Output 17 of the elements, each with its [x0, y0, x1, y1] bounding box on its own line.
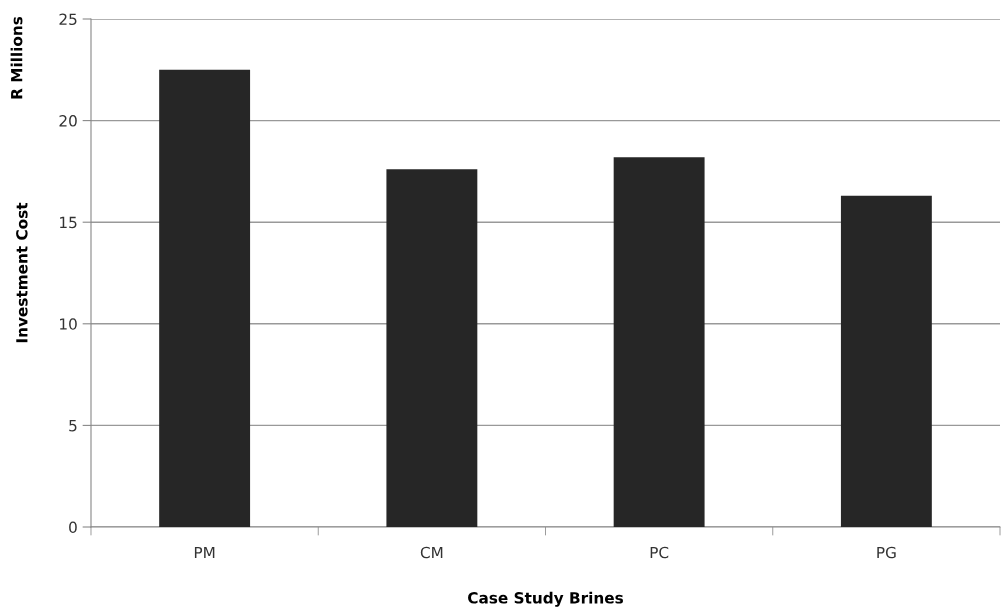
y-tick-label: 5	[69, 420, 77, 432]
x-axis-title: Case Study Brines	[468, 591, 623, 607]
y-tick-label: 25	[59, 13, 77, 26]
y-tick-label: 15	[60, 216, 77, 229]
bar	[613, 157, 705, 527]
y-axis-title: Investment Cost	[16, 202, 28, 343]
text: R Millions	[10, 16, 23, 99]
x-tick-label: PM	[194, 546, 215, 559]
bar	[159, 69, 251, 527]
x-tick-label: CM	[420, 546, 443, 559]
y-tick-label: 0	[69, 521, 77, 534]
x-tick-label: PG	[877, 546, 896, 559]
bar	[386, 169, 478, 527]
y-tick-label: 10	[60, 318, 77, 330]
x-tick-label: PC	[650, 546, 669, 559]
bar	[840, 195, 932, 527]
y-tick-label: 20	[59, 115, 77, 127]
